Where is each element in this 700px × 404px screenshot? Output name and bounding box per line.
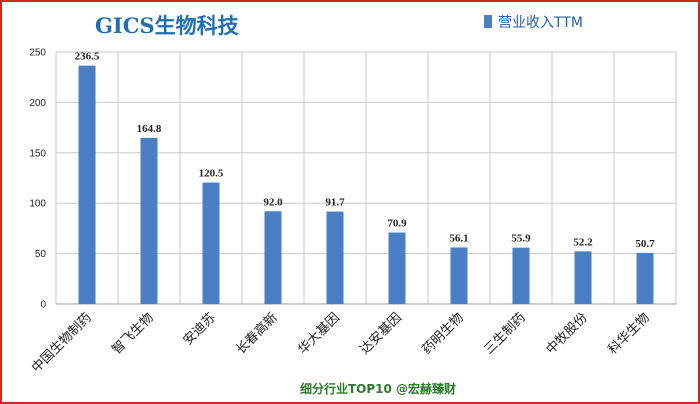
bars: 236.5 164.8 120.5 92.0 91.7 70.9 56.1 55.9 52.2 5… (75, 51, 655, 304)
data-label: 236.5 (75, 51, 100, 63)
data-label: 92.0 (263, 196, 283, 208)
bar (326, 211, 344, 304)
axes: 0 50 100 150 200 250 中国生物制药 智飞生物 安迪苏 长春高新 华大基因 达安基因… (29, 48, 676, 376)
y-tick-label: 250 (29, 48, 46, 59)
x-tick-label: 华大基因 (295, 310, 342, 357)
legend-swatch (484, 15, 492, 28)
bar (140, 137, 158, 304)
data-label: 50.7 (635, 238, 655, 250)
bar (78, 65, 96, 304)
bar (636, 252, 654, 304)
y-tick-label: 50 (35, 249, 47, 260)
bar (202, 182, 220, 304)
x-tick-label: 长春高新 (233, 310, 281, 358)
bar (512, 247, 530, 304)
data-label: 91.7 (325, 197, 345, 209)
x-tick-label: 智飞生物 (109, 310, 156, 357)
x-tick-label: 药明生物 (419, 310, 466, 357)
legend-label: 营业收入TTM (498, 15, 583, 31)
data-label: 70.9 (387, 218, 407, 230)
bar (388, 232, 406, 304)
chart-footer: 细分行业TOP10 @宏赫臻财 (300, 381, 456, 396)
data-label: 52.2 (573, 236, 593, 248)
y-tick-label: 200 (29, 98, 46, 109)
data-label: 56.1 (449, 232, 468, 244)
bar (574, 251, 592, 304)
data-label: 164.8 (137, 123, 162, 135)
x-tick-label: 科华生物 (605, 310, 652, 357)
legend: 营业收入TTM (484, 15, 583, 31)
chart-title: GICS生物科技 (95, 13, 240, 38)
y-tick-label: 150 (29, 148, 46, 159)
y-tick-label: 100 (29, 199, 46, 210)
data-label: 55.9 (511, 233, 531, 245)
bar (450, 247, 468, 304)
bar (264, 211, 282, 304)
x-tick-label: 中牧股份 (543, 310, 590, 357)
x-tick-label: 安迪苏 (180, 310, 219, 349)
data-label: 120.5 (199, 168, 224, 180)
x-tick-label: 三生制药 (481, 310, 528, 357)
x-tick-label: 中国生物制药 (29, 310, 95, 376)
x-tick-label: 达安基因 (357, 310, 404, 357)
y-tick-label: 0 (40, 300, 46, 311)
